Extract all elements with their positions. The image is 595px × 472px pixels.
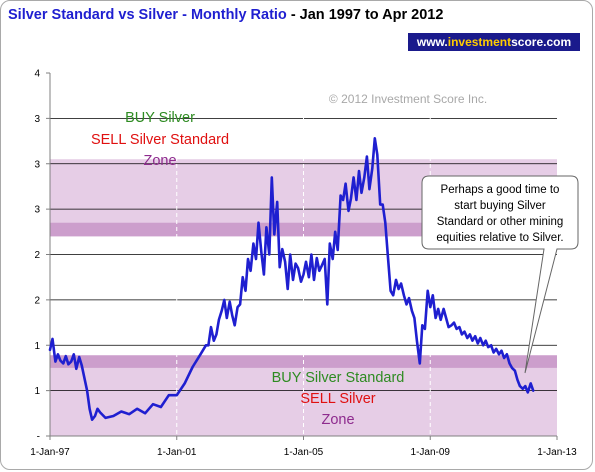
callout-text: start buying Silver <box>454 200 546 212</box>
chart-title: Silver Standard vs Silver - Monthly Rati… <box>8 7 443 23</box>
y-tick-label: 3 <box>34 205 40 216</box>
chart-title-range: - Jan 1997 to Apr 2012 <box>286 7 444 23</box>
y-tick-label: 2 <box>34 250 40 261</box>
y-tick-label: - <box>37 432 40 443</box>
lower-zone-label: Zone <box>321 412 354 428</box>
upper-zone-label: Zone <box>143 153 176 169</box>
x-tick-label: 1-Jan-01 <box>157 447 197 458</box>
x-tick-label: 1-Jan-05 <box>284 447 324 458</box>
y-tick-label: 2 <box>34 295 40 306</box>
y-tick-label: 1 <box>34 341 40 352</box>
callout-text: Perhaps a good time to <box>441 184 560 196</box>
y-tick-label: 4 <box>34 69 40 80</box>
x-tick-label: 1-Jan-09 <box>411 447 451 458</box>
chart-title-main: Silver Standard vs Silver - Monthly Rati… <box>8 7 287 23</box>
callout-text: Standard or other mining <box>437 216 564 228</box>
callout-bubble <box>421 175 579 374</box>
y-tick-label: 3 <box>34 114 40 125</box>
lower-zone-label: BUY Silver Standard <box>272 370 405 386</box>
x-tick-label: 1-Jan-97 <box>30 447 70 458</box>
upper-zone-label: BUY Silver <box>125 110 195 126</box>
lower-zone-label: SELL Silver <box>300 391 375 407</box>
watermark: © 2012 Investment Score Inc. <box>329 92 487 106</box>
ratio-line <box>48 137 535 422</box>
x-tick-label: 1-Jan-13 <box>537 447 577 458</box>
url-prefix: www. <box>416 35 448 49</box>
url-suffix: score.com <box>511 35 572 49</box>
website-badge: www.investmentscore.com <box>408 33 580 51</box>
url-highlight: investment <box>447 35 512 49</box>
y-tick-label: 3 <box>34 159 40 170</box>
upper-zone-label: SELL Silver Standard <box>91 132 229 148</box>
callout-text: equities relative to Silver. <box>436 232 563 244</box>
y-tick-label: 1 <box>34 386 40 397</box>
